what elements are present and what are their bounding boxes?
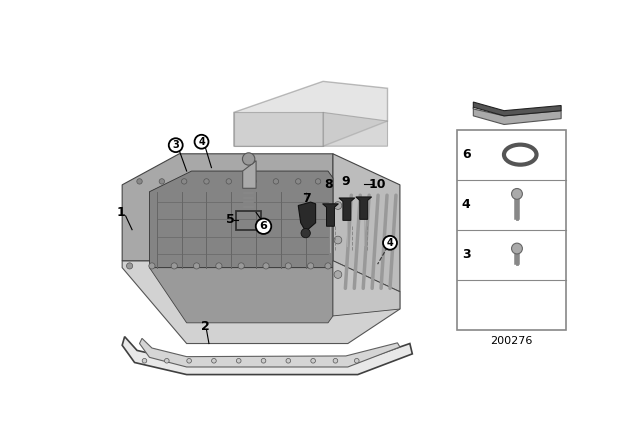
Circle shape (511, 243, 522, 254)
Text: 1: 1 (116, 206, 125, 219)
Polygon shape (234, 112, 323, 146)
Circle shape (212, 358, 216, 363)
Circle shape (149, 263, 155, 269)
Circle shape (263, 263, 269, 269)
Circle shape (169, 138, 182, 152)
Text: 4: 4 (198, 137, 205, 147)
Circle shape (243, 153, 255, 165)
Polygon shape (323, 204, 339, 226)
Circle shape (383, 236, 397, 250)
Circle shape (325, 263, 331, 269)
Text: 8: 8 (324, 178, 333, 191)
Text: 7: 7 (302, 192, 310, 205)
Circle shape (226, 179, 232, 184)
Circle shape (316, 179, 321, 184)
Text: 200276: 200276 (490, 336, 532, 345)
Polygon shape (243, 161, 256, 188)
Polygon shape (150, 267, 333, 323)
Circle shape (137, 179, 142, 184)
Text: 10: 10 (369, 178, 387, 191)
Polygon shape (298, 202, 316, 232)
Circle shape (256, 219, 271, 234)
Polygon shape (333, 261, 400, 316)
Polygon shape (122, 154, 333, 261)
Text: 4: 4 (387, 238, 394, 248)
Circle shape (285, 263, 291, 269)
Text: 3: 3 (172, 140, 179, 150)
Circle shape (204, 179, 209, 184)
Circle shape (261, 358, 266, 363)
Bar (457, 129, 566, 330)
Circle shape (333, 358, 338, 363)
Text: 5: 5 (226, 213, 235, 226)
Polygon shape (474, 107, 561, 125)
Circle shape (334, 236, 342, 244)
Text: 9: 9 (341, 175, 349, 188)
Circle shape (308, 263, 314, 269)
Text: 6: 6 (462, 148, 470, 161)
Polygon shape (122, 336, 412, 375)
Circle shape (193, 263, 200, 269)
Circle shape (187, 358, 191, 363)
Circle shape (311, 358, 316, 363)
Circle shape (334, 271, 342, 278)
Polygon shape (356, 197, 372, 220)
Polygon shape (333, 154, 400, 292)
Polygon shape (150, 171, 333, 267)
Polygon shape (122, 261, 400, 344)
Text: 4: 4 (462, 198, 470, 211)
Polygon shape (140, 338, 400, 367)
Circle shape (511, 189, 522, 199)
Circle shape (127, 263, 132, 269)
Circle shape (273, 179, 278, 184)
Polygon shape (339, 198, 355, 220)
Circle shape (182, 179, 187, 184)
Circle shape (355, 358, 359, 363)
Circle shape (216, 263, 222, 269)
Circle shape (142, 358, 147, 363)
Circle shape (286, 358, 291, 363)
Circle shape (334, 202, 342, 209)
Circle shape (236, 358, 241, 363)
Circle shape (238, 263, 244, 269)
Circle shape (195, 135, 209, 149)
Polygon shape (323, 112, 388, 146)
Circle shape (159, 179, 164, 184)
Circle shape (301, 228, 310, 238)
Circle shape (251, 179, 256, 184)
Polygon shape (234, 82, 388, 146)
Text: 2: 2 (201, 320, 210, 333)
Circle shape (171, 263, 177, 269)
Circle shape (164, 358, 169, 363)
Polygon shape (474, 102, 561, 116)
Text: 3: 3 (462, 248, 470, 261)
Circle shape (296, 179, 301, 184)
Text: 6: 6 (260, 221, 268, 231)
